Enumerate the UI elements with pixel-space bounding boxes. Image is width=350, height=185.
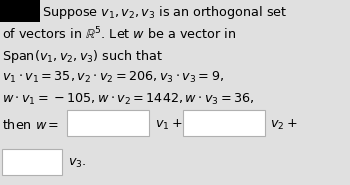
Bar [67,110,149,136]
Text: $v_1+$: $v_1+$ [155,118,182,132]
Bar [183,110,265,136]
Bar [0,0,40,22]
Text: then $w =$: then $w =$ [2,118,60,132]
Bar [2,149,62,175]
Text: $w \cdot v_1 = -105, w \cdot v_2 = 1442, w \cdot v_3 = 36,$: $w \cdot v_1 = -105, w \cdot v_2 = 1442,… [2,92,255,107]
Text: of vectors in $\mathbb{R}^5$. Let $w$ be a vector in: of vectors in $\mathbb{R}^5$. Let $w$ be… [2,26,236,43]
Text: Suppose $v_1, v_2, v_3$ is an orthogonal set: Suppose $v_1, v_2, v_3$ is an orthogonal… [42,4,287,21]
Text: $\mathrm{Span}(v_1, v_2, v_3)$ such that: $\mathrm{Span}(v_1, v_2, v_3)$ such that [2,48,163,65]
Text: $v_2+$: $v_2+$ [270,118,298,132]
Text: $v_3.$: $v_3.$ [68,157,86,170]
Text: $v_1 \cdot v_1 = 35, v_2 \cdot v_2 = 206, v_3 \cdot v_3 = 9,$: $v_1 \cdot v_1 = 35, v_2 \cdot v_2 = 206… [2,70,224,85]
